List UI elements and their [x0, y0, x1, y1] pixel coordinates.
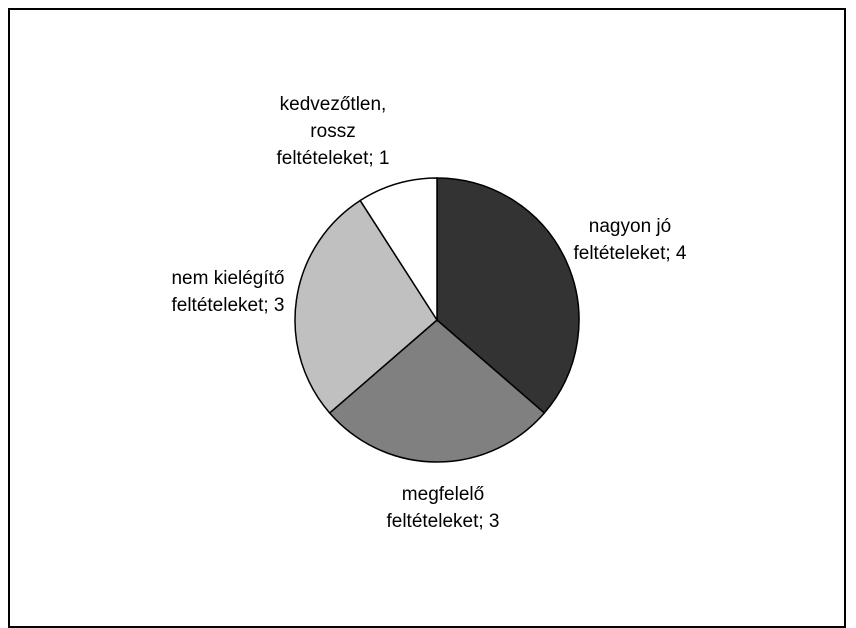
slice-label-2: megfelelő feltételeket; 3: [386, 484, 499, 532]
slice-label-line: rossz: [310, 121, 355, 142]
pie-slices: [294, 177, 580, 463]
slice-label-line: nagyon jó: [589, 216, 671, 237]
pie-slice-1: [436, 177, 580, 415]
slice-label-line: feltételeket; 1: [276, 148, 389, 169]
pie-slice-3: [294, 199, 438, 415]
slice-label-line: feltételeket; 3: [171, 295, 284, 316]
pie-slice-4: [359, 177, 438, 323]
slice-label-4: kedvezőtlen, rossz feltételeket; 1: [276, 94, 389, 169]
slice-label-line: feltételeket; 4: [573, 243, 686, 264]
slice-label-3: nem kielégítő feltételeket; 3: [171, 268, 284, 316]
pie-slice-2: [328, 319, 546, 463]
slice-label-line: nem kielégítő: [171, 268, 284, 289]
slice-label-line: kedvezőtlen,: [280, 94, 387, 115]
slice-label-line: feltételeket; 3: [386, 511, 499, 532]
slice-label-line: megfelelő: [402, 484, 484, 505]
slice-label-1: nagyon jó feltételeket; 4: [573, 216, 686, 264]
slice-labels: nagyon jó feltételeket; 4 megfelelő feltéte…: [171, 94, 686, 532]
